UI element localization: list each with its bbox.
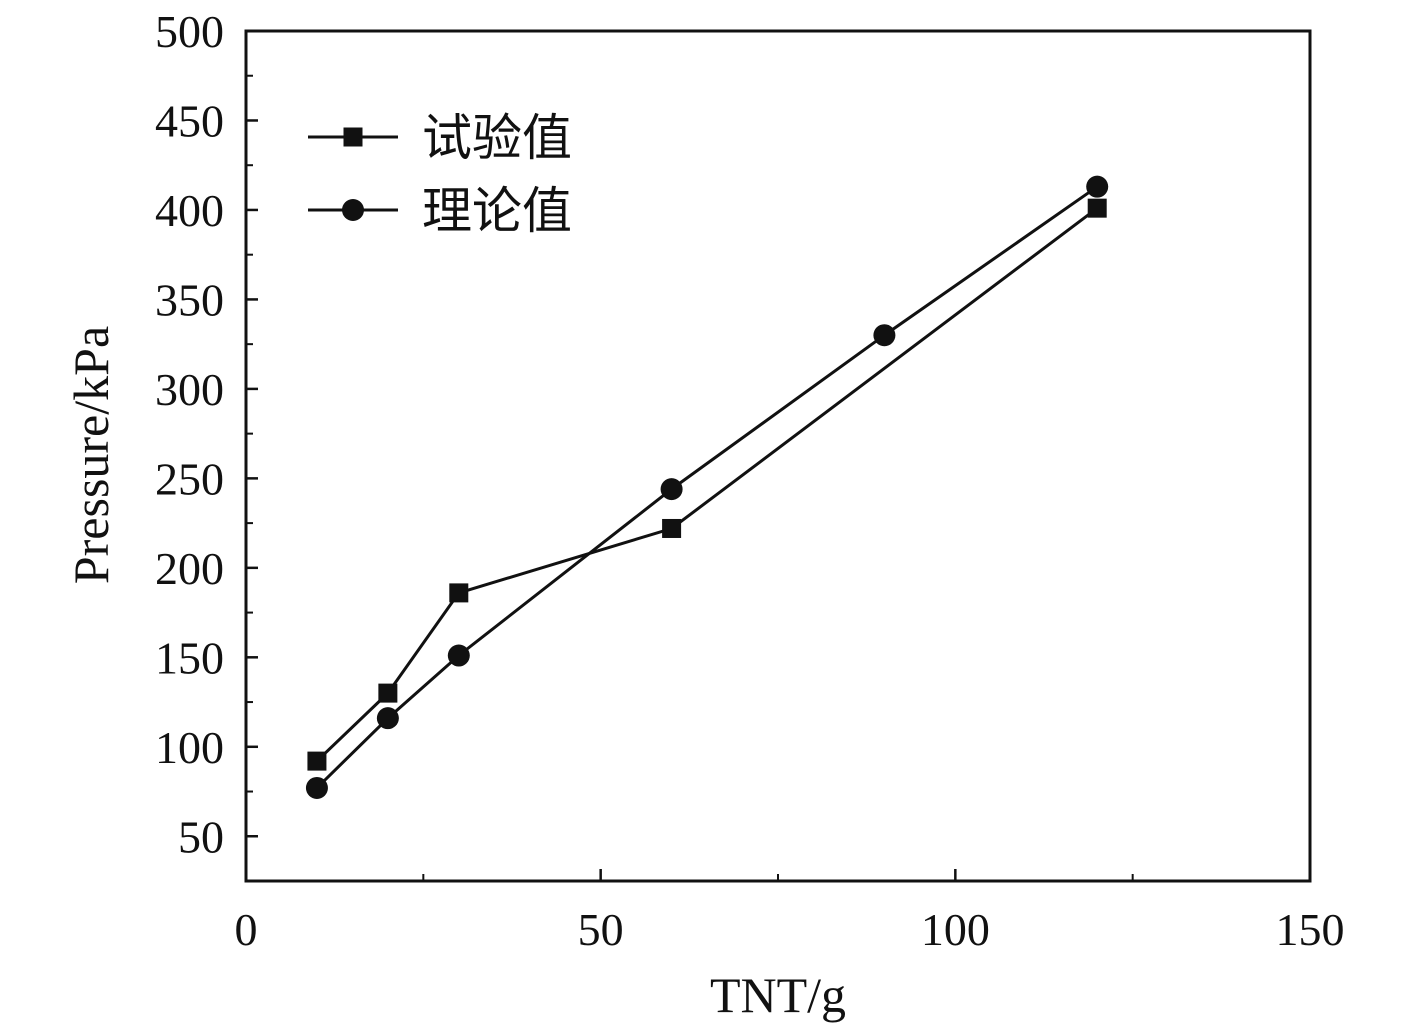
y-tick-label: 150 bbox=[155, 632, 224, 683]
circle-marker bbox=[447, 644, 470, 667]
square-marker bbox=[449, 583, 469, 603]
x-tick-label: 50 bbox=[578, 904, 624, 955]
plot-frame bbox=[244, 29, 1312, 883]
y-tick-label: 450 bbox=[155, 95, 224, 146]
circle-marker bbox=[1086, 175, 1109, 198]
data-series bbox=[305, 175, 1109, 799]
series-line bbox=[315, 185, 1099, 789]
plot-border bbox=[244, 29, 1312, 883]
square-marker bbox=[378, 683, 398, 703]
legend-item-2: 理论值 bbox=[308, 182, 572, 240]
circle-marker bbox=[305, 776, 328, 799]
x-tick-label: 150 bbox=[1276, 904, 1345, 955]
x-tick-label: 0 bbox=[235, 904, 258, 955]
y-tick-label: 500 bbox=[155, 6, 224, 57]
y-tick-label: 200 bbox=[155, 543, 224, 594]
y-tick-label: 300 bbox=[155, 364, 224, 415]
series-1 bbox=[307, 198, 1107, 771]
x-axis-title: TNT/g bbox=[710, 967, 846, 1023]
legend-item-1: 试验值 bbox=[308, 109, 572, 167]
x-tick-label: 100 bbox=[921, 904, 990, 955]
y-tick-label: 350 bbox=[155, 274, 224, 325]
legend-square-marker bbox=[343, 127, 363, 147]
series-2 bbox=[305, 175, 1109, 799]
y-tick-label: 400 bbox=[155, 185, 224, 236]
legend-label: 理论值 bbox=[422, 182, 572, 240]
square-marker bbox=[307, 751, 327, 771]
circle-marker bbox=[376, 707, 399, 730]
legend-label: 试验值 bbox=[422, 109, 572, 167]
circle-marker bbox=[873, 324, 896, 347]
y-tick-label: 250 bbox=[155, 453, 224, 504]
legend-circle-marker bbox=[342, 199, 364, 221]
circle-marker bbox=[660, 478, 683, 501]
square-marker bbox=[662, 518, 682, 538]
y-tick-label: 50 bbox=[178, 811, 224, 862]
y-axis-title: Pressure/kPa bbox=[63, 326, 119, 584]
y-tick-label: 100 bbox=[155, 722, 224, 773]
square-marker bbox=[1087, 198, 1107, 218]
